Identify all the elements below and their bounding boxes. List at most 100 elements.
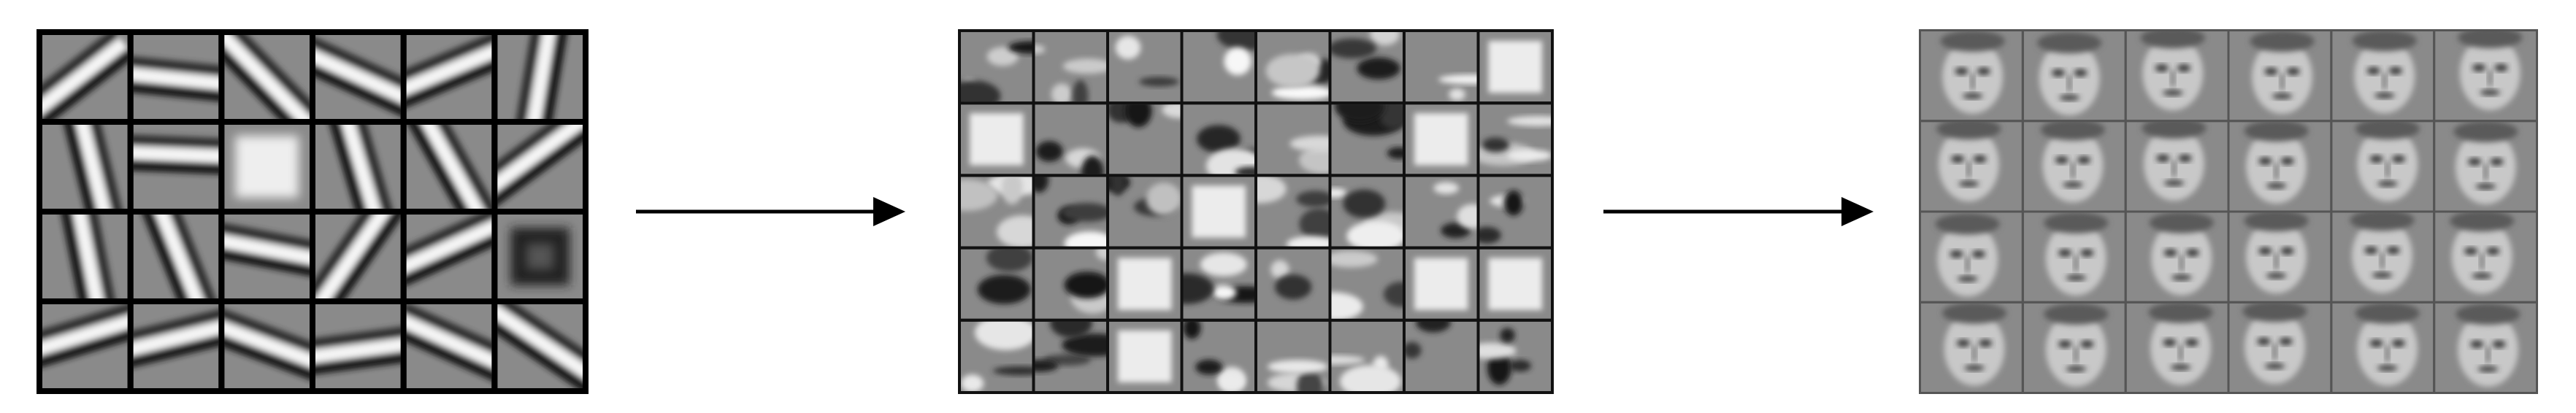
- hair: [1936, 122, 2001, 140]
- blob: [1331, 250, 1378, 268]
- stripe-dark: [139, 215, 199, 298]
- tile: [224, 35, 310, 119]
- blob: [1271, 85, 1329, 100]
- blob: [1275, 274, 1312, 300]
- blob: [1224, 47, 1251, 76]
- tile: [961, 32, 1032, 102]
- tile: [1183, 32, 1254, 102]
- nose: [2480, 253, 2485, 270]
- stripes: [497, 125, 583, 209]
- blob: [1270, 260, 1289, 279]
- blob: [1197, 125, 1241, 153]
- tile: [315, 125, 401, 209]
- arrow: [1603, 197, 1874, 226]
- tile: [1331, 104, 1403, 174]
- stripe-dark: [133, 331, 219, 374]
- eye: [2369, 155, 2383, 163]
- blob: [1195, 359, 1223, 375]
- eye: [2472, 63, 2486, 72]
- stripes: [133, 134, 219, 176]
- eye: [2264, 67, 2278, 75]
- mouth: [2477, 366, 2499, 372]
- eye: [2185, 339, 2199, 347]
- stripe-light: [150, 215, 212, 298]
- mouth: [2266, 182, 2287, 189]
- eye: [1951, 155, 1965, 163]
- stripe-dark: [497, 125, 583, 189]
- stripe-dark: [224, 304, 310, 360]
- blob: [1387, 147, 1403, 159]
- stripes: [406, 125, 492, 209]
- nose: [2385, 345, 2390, 362]
- tile: [1109, 32, 1181, 102]
- stripe-light: [224, 228, 310, 267]
- tile: [1109, 177, 1181, 247]
- tile: [2332, 303, 2434, 392]
- tile: [1183, 104, 1254, 174]
- mouth: [2374, 92, 2395, 99]
- tile: [224, 304, 310, 388]
- stripe-dark: [323, 215, 401, 298]
- arrow-head: [1841, 197, 1874, 226]
- eye: [2077, 156, 2091, 164]
- stripes: [512, 35, 570, 119]
- stripe-dark: [352, 125, 399, 209]
- eye: [2055, 156, 2069, 164]
- tile: [1035, 321, 1106, 391]
- stripe-light: [406, 312, 492, 379]
- eye: [1955, 67, 1969, 75]
- tile: [1479, 321, 1551, 391]
- hair: [1941, 303, 2007, 324]
- stripe-dark: [163, 215, 219, 298]
- tile: [315, 304, 401, 388]
- hair: [2242, 303, 2307, 323]
- eye: [2286, 67, 2300, 75]
- eye: [2052, 69, 2066, 77]
- nose: [2170, 70, 2175, 87]
- eye: [1950, 250, 1963, 258]
- blob: [1051, 83, 1073, 102]
- blob: [1488, 258, 1542, 310]
- tile: [406, 35, 492, 119]
- eye: [2155, 64, 2169, 72]
- tile: [315, 215, 401, 298]
- hair: [2149, 212, 2214, 233]
- eye: [2156, 154, 2170, 162]
- hair: [1935, 213, 2000, 235]
- stripe-dark: [406, 215, 492, 263]
- blob: [1183, 321, 1201, 339]
- stripe-dark: [497, 125, 583, 209]
- arrow-head: [873, 197, 905, 226]
- mouth: [1962, 93, 1983, 99]
- mouth: [2059, 94, 2079, 101]
- tile: [1331, 177, 1403, 247]
- mouth: [2475, 183, 2496, 190]
- tile: [2229, 212, 2331, 301]
- eye: [2257, 337, 2271, 345]
- blob: [977, 274, 1031, 304]
- blob: [235, 136, 299, 198]
- tile: [1183, 321, 1254, 391]
- blob: [1115, 36, 1141, 60]
- stripes: [406, 304, 492, 388]
- stripe-dark: [406, 325, 492, 388]
- stripe-dark: [315, 35, 401, 98]
- mouth: [1958, 180, 1979, 187]
- nose: [2488, 70, 2493, 87]
- tile: [1406, 177, 1477, 247]
- tile: [1331, 32, 1403, 102]
- tile: [497, 125, 583, 209]
- hair: [2148, 303, 2213, 323]
- nose: [1966, 161, 1971, 178]
- nose: [2070, 162, 2075, 179]
- blob: [1343, 189, 1386, 218]
- blob: [1211, 285, 1237, 301]
- stripes: [224, 304, 310, 384]
- stripe-dark: [536, 35, 570, 119]
- hair: [1940, 31, 2005, 52]
- hair: [2244, 212, 2309, 232]
- tile: [1035, 177, 1106, 247]
- blob: [975, 321, 1032, 350]
- tile: [1479, 104, 1551, 174]
- tile: [133, 125, 219, 209]
